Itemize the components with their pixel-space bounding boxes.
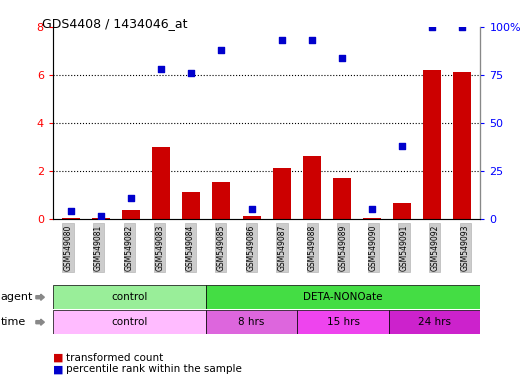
Bar (454, 73, 472, 219)
Text: GSM549082: GSM549082 (125, 225, 134, 271)
Point (67, 208, 75, 214)
Text: GSM549089: GSM549089 (338, 225, 347, 271)
Point (458, 24, 467, 30)
Bar (272, 169, 291, 219)
Text: GSM549080: GSM549080 (63, 225, 72, 271)
Text: transformed count: transformed count (66, 353, 163, 363)
Text: percentile rank within the sample: percentile rank within the sample (66, 364, 242, 374)
Text: GSM549093: GSM549093 (461, 225, 470, 271)
Bar (303, 157, 321, 219)
Point (278, 37, 286, 43)
Bar (152, 147, 170, 219)
Text: GSM549090: GSM549090 (369, 225, 378, 271)
Text: GSM549092: GSM549092 (430, 225, 439, 271)
Point (338, 55, 346, 61)
Point (308, 37, 316, 43)
Point (97, 213, 105, 219)
Point (368, 206, 376, 212)
Bar (423, 70, 441, 219)
Text: control: control (111, 292, 147, 302)
Text: GSM549083: GSM549083 (155, 225, 164, 271)
Text: GSM549087: GSM549087 (277, 225, 286, 271)
Text: ■: ■ (53, 364, 63, 374)
Text: 24 hrs: 24 hrs (418, 317, 451, 327)
Bar (333, 178, 351, 219)
Text: GSM549084: GSM549084 (186, 225, 195, 271)
Bar (182, 192, 201, 219)
Text: ■: ■ (53, 353, 63, 363)
Bar (212, 182, 231, 219)
Text: DETA-NONOate: DETA-NONOate (303, 292, 383, 302)
Bar (297, 310, 389, 334)
Text: 8 hrs: 8 hrs (238, 317, 265, 327)
Text: GSM549086: GSM549086 (247, 225, 256, 271)
Bar (393, 203, 411, 219)
Bar (242, 217, 261, 219)
Bar (205, 285, 480, 309)
Text: GSM549081: GSM549081 (94, 225, 103, 271)
Point (157, 66, 165, 72)
Text: agent: agent (1, 292, 33, 302)
Text: 15 hrs: 15 hrs (326, 317, 360, 327)
Bar (122, 210, 140, 219)
Point (398, 143, 407, 149)
Text: time: time (1, 317, 26, 327)
Bar (389, 310, 480, 334)
Point (247, 206, 256, 212)
Text: GSM549085: GSM549085 (216, 225, 225, 271)
Bar (205, 310, 297, 334)
Text: GSM549088: GSM549088 (308, 225, 317, 271)
Bar (62, 218, 80, 219)
Bar (92, 218, 110, 219)
Text: GSM549091: GSM549091 (400, 225, 409, 271)
Bar (53, 310, 205, 334)
Bar (53, 285, 205, 309)
Bar (363, 218, 381, 219)
Point (217, 47, 225, 53)
Text: GDS4408 / 1434046_at: GDS4408 / 1434046_at (42, 17, 188, 30)
Point (428, 24, 437, 30)
Point (127, 195, 135, 201)
Text: control: control (111, 317, 147, 327)
Point (187, 70, 195, 76)
